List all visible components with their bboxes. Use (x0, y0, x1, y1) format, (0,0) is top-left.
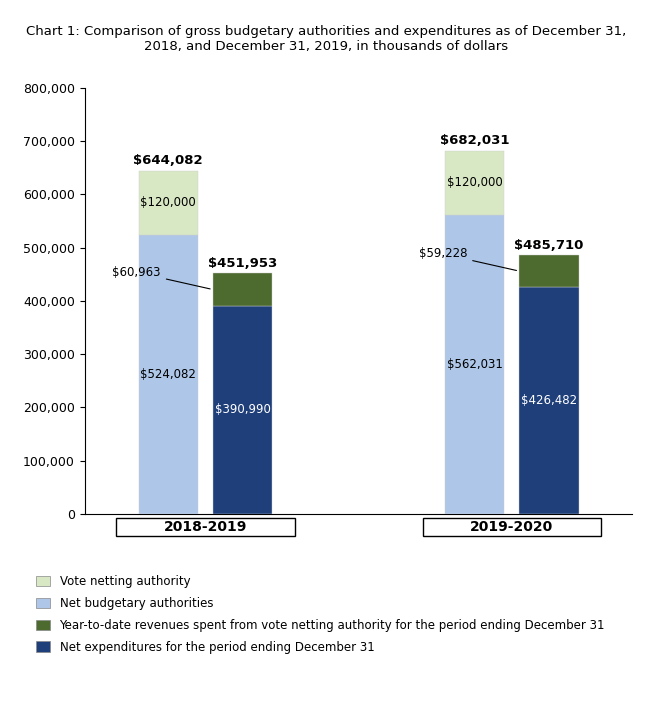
Text: $60,963: $60,963 (112, 266, 210, 289)
Bar (213, 306, 273, 514)
Text: $59,228: $59,228 (419, 247, 516, 270)
FancyBboxPatch shape (116, 518, 295, 536)
Text: $524,082: $524,082 (140, 368, 196, 381)
Text: $485,710: $485,710 (514, 239, 584, 251)
Text: $390,990: $390,990 (215, 403, 271, 416)
Bar (445, 215, 505, 514)
Text: 2019-2020: 2019-2020 (470, 520, 554, 534)
Bar (519, 256, 578, 287)
Text: Chart 1: Comparison of gross budgetary authorities and expenditures as of Decemb: Chart 1: Comparison of gross budgetary a… (26, 25, 626, 53)
Bar (139, 171, 198, 235)
Text: $120,000: $120,000 (447, 176, 503, 189)
Bar (519, 287, 578, 514)
FancyBboxPatch shape (422, 518, 601, 536)
Text: $451,953: $451,953 (208, 256, 277, 270)
Bar (213, 273, 273, 306)
Text: 2018-2019: 2018-2019 (164, 520, 247, 534)
Text: $682,031: $682,031 (440, 134, 509, 147)
Text: $644,082: $644,082 (134, 154, 203, 168)
Legend: Vote netting authority, Net budgetary authorities, Year-to-date revenues spent f: Vote netting authority, Net budgetary au… (36, 575, 605, 654)
Bar (445, 151, 505, 215)
Text: $120,000: $120,000 (140, 196, 196, 210)
Bar (139, 235, 198, 514)
Text: $562,031: $562,031 (447, 358, 503, 371)
Text: $426,482: $426,482 (521, 394, 577, 407)
